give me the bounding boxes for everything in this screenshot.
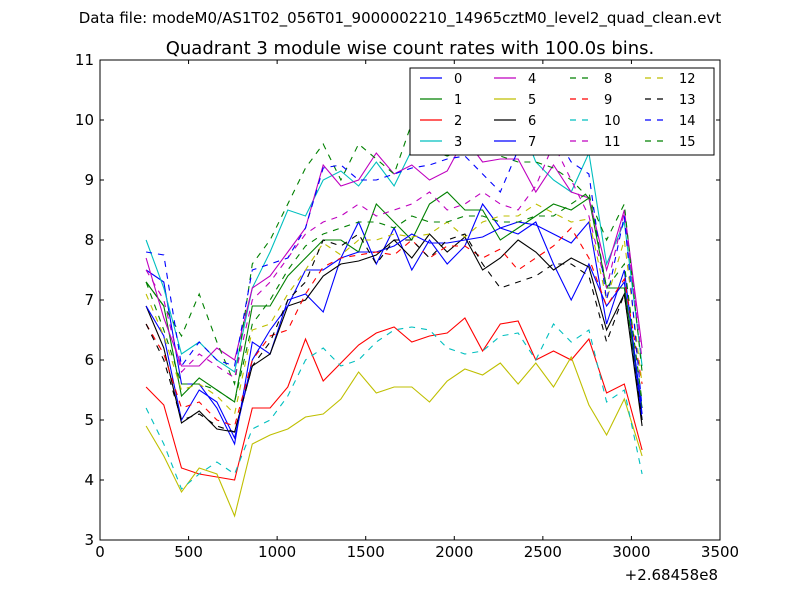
chart-suptitle: Data file: modeM0/AS1T02_056T01_90000022… [79, 9, 722, 28]
y-tick-label: 3 [84, 531, 94, 549]
legend-label-4: 4 [528, 72, 536, 87]
legend-label-0: 0 [454, 72, 462, 87]
x-tick-label: 2000 [435, 543, 473, 561]
series-line-4 [145, 136, 643, 367]
series-line-13 [145, 233, 643, 433]
x-tick-label: 0 [95, 543, 105, 561]
y-tick-label: 9 [84, 171, 94, 189]
series-line-6 [145, 233, 643, 433]
legend-label-3: 3 [454, 135, 462, 150]
legend-label-10: 10 [604, 114, 621, 129]
series-line-1 [145, 191, 643, 409]
series-line-10 [145, 323, 643, 490]
legend-box [409, 67, 715, 156]
legend-label-12: 12 [679, 72, 696, 87]
legend-label-1: 1 [454, 93, 462, 108]
series-line-12 [145, 203, 643, 416]
series-line-5 [145, 355, 643, 518]
x-tick-label: 2500 [524, 543, 562, 561]
legend-label-9: 9 [604, 93, 612, 108]
y-tick-label: 6 [84, 351, 94, 369]
series-line-11 [145, 142, 643, 379]
legend-label-6: 6 [528, 114, 536, 129]
series-line-2 [145, 317, 643, 481]
series-line-7 [145, 220, 643, 440]
legend-label-2: 2 [454, 114, 462, 129]
chart-title: Quadrant 3 module wise count rates with … [166, 38, 655, 59]
x-tick-label: 500 [174, 543, 203, 561]
series-lines [145, 115, 643, 518]
series-line-8 [145, 121, 643, 387]
y-tick-label: 5 [84, 411, 94, 429]
x-tick-label: 1000 [258, 543, 296, 561]
series-line-9 [145, 227, 643, 427]
y-tick-label: 11 [75, 51, 94, 69]
y-tick-label: 7 [84, 291, 94, 309]
y-tick-label: 10 [75, 111, 94, 129]
legend-label-15: 15 [679, 135, 696, 150]
x-offset-label: +2.68458e8 [625, 566, 718, 584]
x-tick-label: 3500 [701, 543, 739, 561]
y-tick-label: 8 [84, 231, 94, 249]
legend-label-7: 7 [528, 135, 536, 150]
x-tick-label: 1500 [347, 543, 385, 561]
legend-label-11: 11 [604, 135, 621, 150]
series-line-14 [146, 131, 643, 409]
legend-label-13: 13 [679, 93, 696, 108]
legend-label-14: 14 [679, 114, 696, 129]
legend-label-8: 8 [604, 72, 612, 87]
y-tick-label: 4 [84, 471, 94, 489]
series-line-3 [145, 115, 643, 373]
x-tick-label: 3000 [612, 543, 650, 561]
series-line-15 [145, 191, 643, 403]
legend-label-5: 5 [528, 93, 536, 108]
